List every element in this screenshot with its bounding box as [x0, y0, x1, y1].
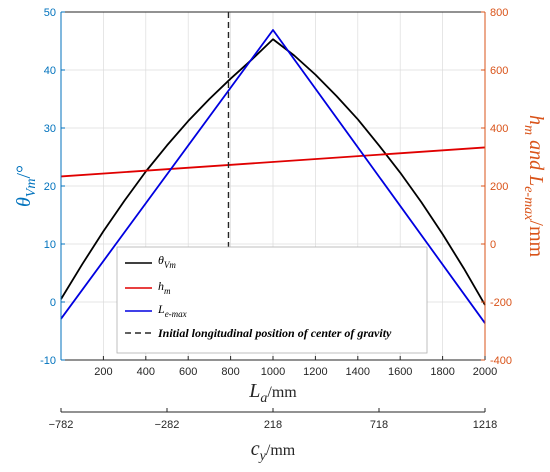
series-line-θVm: [60, 38, 486, 306]
y-left-tick-label: -10: [40, 355, 56, 367]
secondary-tick-label: −282: [155, 419, 180, 431]
legend-label-theta: θVm: [158, 253, 176, 270]
y-right-tick-label: 800: [490, 7, 508, 19]
legend-label-cg: Initial longitudinal position of center …: [157, 326, 392, 340]
y-left-tick-label: 20: [44, 181, 56, 193]
y-left-tick-label: 10: [44, 239, 56, 251]
y-left-tick-label: 0: [50, 297, 56, 309]
x-tick-label: 200: [94, 366, 112, 378]
x-tick-label: 2000: [473, 366, 497, 378]
series-line-hm: [60, 146, 486, 178]
x-tick-label: 1200: [303, 366, 327, 378]
legend-label-lemax: Le-max: [157, 302, 187, 319]
secondary-x-axis: −782 −282 218 718 1218: [49, 408, 497, 431]
y-right-axis-label: hm and Le-max/mm: [521, 115, 547, 258]
x-tick-label: 1800: [430, 366, 454, 378]
y-right-tick-label: 200: [490, 181, 508, 193]
axes-layer: [60, 11, 486, 361]
y-right-tick-label: -400: [490, 355, 512, 367]
legend-box: [116, 246, 428, 354]
x-tick-label: 1600: [388, 366, 412, 378]
tick-labels: 200 400 600 800 1000 1200 1400 1600 1800 2000-100…: [40, 7, 512, 378]
x-tick-label: 400: [137, 366, 155, 378]
secondary-tick-label: 718: [370, 419, 388, 431]
legend-label-hm: hm: [158, 279, 171, 296]
secondary-tick-label: −782: [49, 419, 74, 431]
y-right-tick-label: 400: [490, 123, 508, 135]
legend: θVm hm Le-max Initial longitudinal posit…: [116, 246, 428, 354]
series-line-Le-max: [60, 29, 486, 324]
x-tick-label: 1400: [346, 366, 370, 378]
y-right-tick-label: 0: [490, 239, 496, 251]
y-right-tick-label: -200: [490, 297, 512, 309]
y-left-axis-label: θVm/°: [13, 165, 39, 207]
x-tick-label: 800: [221, 366, 239, 378]
secondary-x-axis-label: cy/mm: [251, 438, 296, 464]
x-tick-label: 600: [179, 366, 197, 378]
y-left-tick-label: 50: [44, 7, 56, 19]
y-left-tick-label: 30: [44, 123, 56, 135]
x-axis-label: La/mm: [248, 380, 297, 406]
y-right-tick-label: 600: [490, 65, 508, 77]
x-tick-label: 1000: [261, 366, 285, 378]
secondary-tick-label: 1218: [473, 419, 497, 431]
secondary-tick-label: 218: [264, 419, 282, 431]
y-left-tick-label: 40: [44, 65, 56, 77]
